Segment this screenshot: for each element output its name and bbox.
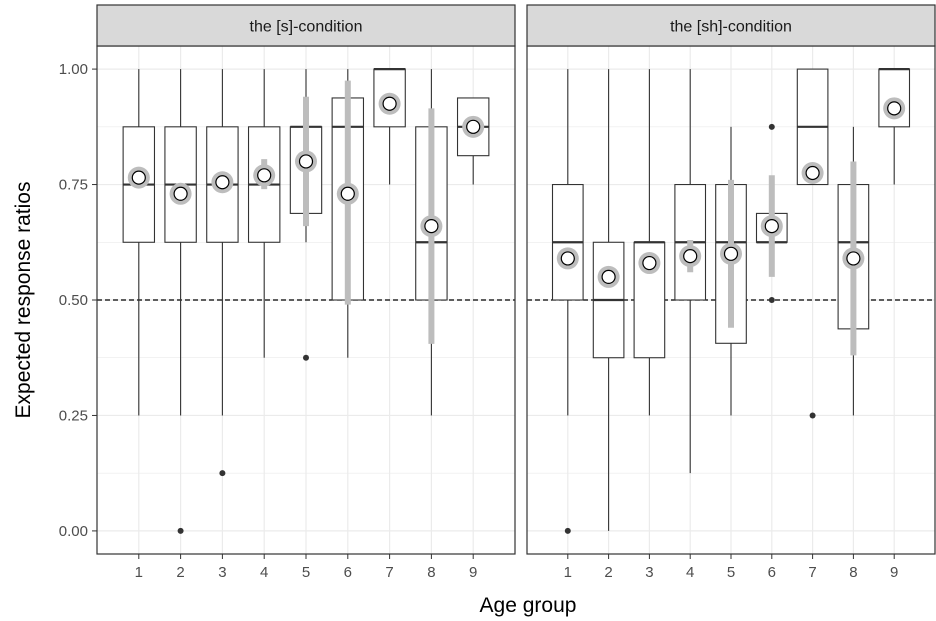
x-tick-label: 5 — [302, 564, 310, 581]
box-group-8 — [415, 69, 448, 416]
outlier-point — [564, 527, 571, 534]
box-group-8 — [837, 126, 870, 416]
mean-marker — [764, 219, 779, 234]
y-axis-title: Expected response ratios — [12, 182, 35, 419]
box-group-5 — [289, 69, 323, 361]
y-tick-label: 0.50 — [59, 292, 88, 309]
box-group-1 — [122, 69, 156, 416]
box-group-6 — [331, 69, 365, 358]
panel-1: 1 2 3 4 5 6 7 8 9 the [s]-condition — [96, 4, 516, 581]
box-group-7 — [373, 67, 406, 185]
mean-marker — [173, 186, 188, 201]
x-tick-label: 2 — [176, 564, 184, 581]
y-tick-label: 1.00 — [59, 61, 88, 78]
box-group-9 — [456, 97, 490, 185]
box-group-3 — [206, 69, 239, 477]
x-tick-label: 6 — [344, 564, 352, 581]
y-axis: 0.00 0.25 0.50 0.75 1.00 — [59, 61, 97, 540]
x-tick-label: 4 — [686, 564, 694, 581]
x-tick-label: 8 — [427, 564, 435, 581]
outlier-point — [219, 470, 226, 477]
box-group-3 — [633, 69, 666, 416]
x-tick-label: 3 — [645, 564, 653, 581]
mean-marker — [257, 168, 272, 183]
x-tick-label: 1 — [135, 564, 143, 581]
box-group-4 — [674, 69, 707, 474]
panel-2: 1 2 3 4 5 6 7 8 9 the [sh]-condition — [526, 4, 936, 581]
box-group-6 — [755, 123, 788, 303]
outlier-point — [768, 123, 775, 130]
box-group-1 — [551, 69, 584, 534]
outlier-point — [768, 297, 775, 303]
mean-marker — [424, 219, 439, 234]
mean-marker — [683, 249, 698, 264]
mean-marker — [560, 251, 575, 266]
outlier-point — [809, 412, 816, 419]
facet-strip — [526, 4, 936, 47]
y-tick-label: 0.00 — [59, 523, 88, 540]
x-tick-label: 7 — [808, 564, 816, 581]
box-group-2 — [164, 69, 197, 534]
mean-marker — [466, 119, 481, 134]
x-tick-label: 6 — [768, 564, 776, 581]
mean-marker — [846, 251, 861, 266]
x-axis-title: Age group — [480, 594, 577, 617]
box-group-4 — [247, 69, 281, 358]
y-tick-label: 0.25 — [59, 407, 88, 424]
x-tick-label: 5 — [727, 564, 735, 581]
outlier-point — [303, 354, 309, 361]
facet-strip-label: the [s]-condition — [250, 19, 363, 36]
box-group-2 — [592, 69, 625, 531]
mean-marker — [215, 175, 230, 190]
facet-strip-label: the [sh]-condition — [670, 19, 792, 36]
x-tick-label: 1 — [564, 564, 572, 581]
mean-marker — [642, 255, 657, 271]
mean-marker — [723, 246, 739, 261]
mean-marker — [298, 154, 314, 169]
mean-marker — [601, 269, 616, 285]
x-tick-label: 3 — [218, 564, 226, 581]
mean-marker — [382, 96, 397, 111]
x-tick-label: 2 — [604, 564, 612, 581]
y-tick-label: 0.75 — [59, 177, 88, 194]
box-group-9 — [878, 67, 911, 185]
mean-marker — [805, 165, 820, 181]
x-tick-label: 7 — [385, 564, 393, 581]
mean-marker — [131, 170, 146, 185]
box-group-5 — [715, 126, 747, 416]
x-tick-label: 9 — [890, 564, 898, 581]
mean-marker — [887, 101, 902, 116]
outlier-point — [177, 527, 184, 534]
mean-marker — [340, 186, 355, 201]
x-tick-label: 8 — [849, 564, 857, 581]
x-tick-label: 4 — [260, 564, 268, 581]
box-group-7 — [796, 68, 829, 419]
facet-strip — [96, 4, 516, 47]
x-tick-label: 9 — [469, 564, 477, 581]
